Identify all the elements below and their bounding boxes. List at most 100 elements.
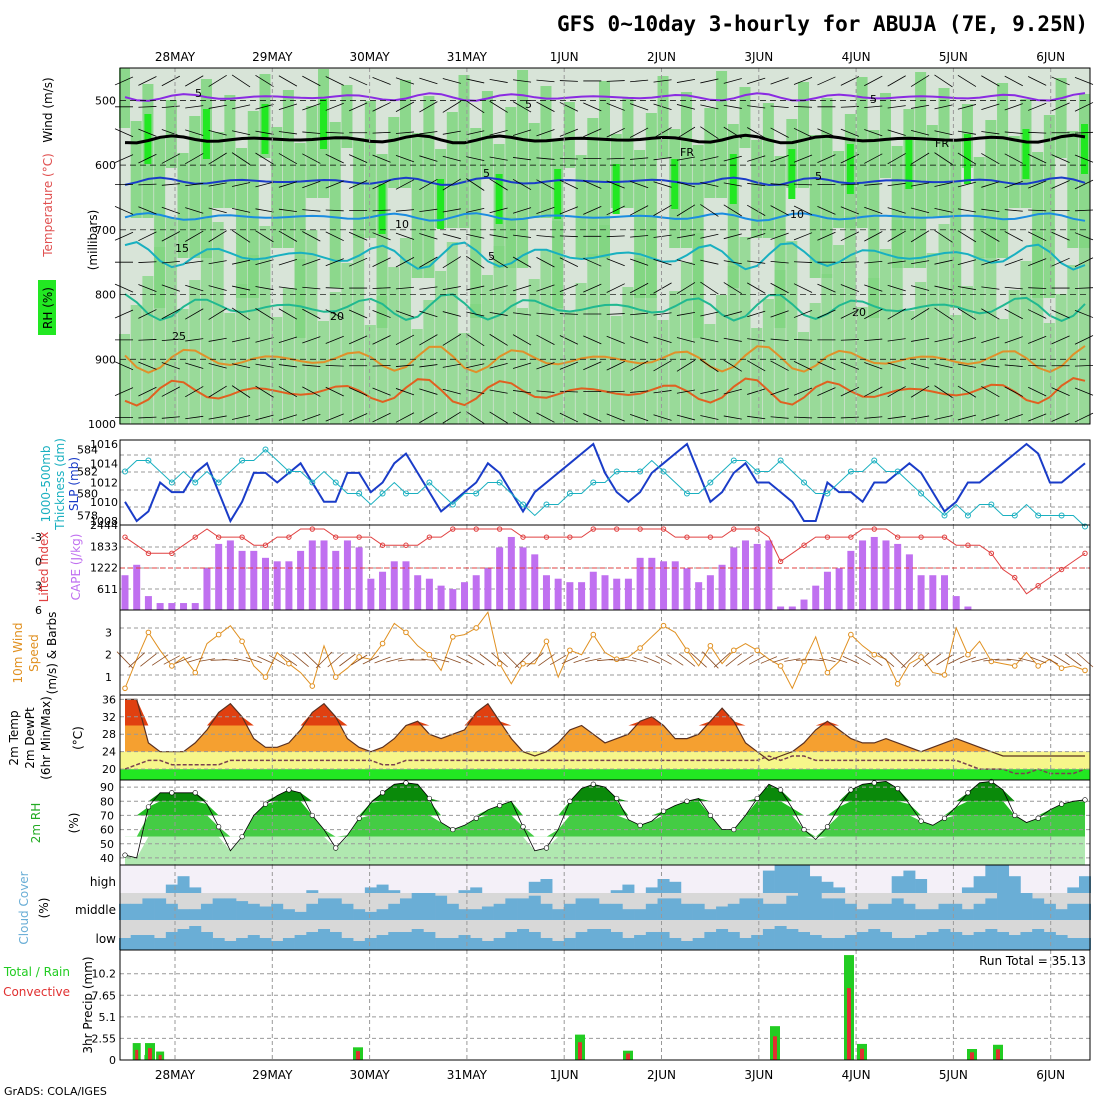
wind-barb: [372, 131, 391, 134]
wind-speed-point: [192, 669, 199, 676]
wind-barb: [606, 335, 625, 344]
wind10-barb: [573, 656, 590, 664]
rh-band: [704, 108, 716, 198]
wind-barb: [606, 313, 625, 315]
pressure-tick: 700: [95, 224, 116, 237]
wind-barb: [910, 285, 930, 291]
cloud-high-bar: [470, 887, 483, 893]
wind-barb: [583, 413, 602, 422]
wind-barb: [770, 310, 789, 318]
date-label-top: 29MAY: [252, 50, 293, 64]
cape-bar: [823, 571, 831, 610]
wind10-barb: [713, 652, 731, 668]
cloud-middle-bar: [798, 893, 811, 920]
wind-barb: [910, 308, 930, 320]
wind-barb: [864, 75, 883, 87]
pressure-tick: 600: [95, 159, 116, 172]
lifted-index-point: [965, 542, 971, 548]
wind-speed-point: [145, 629, 152, 636]
cape-bar: [905, 554, 913, 610]
wind-barb: [770, 232, 789, 240]
wind-barb: [161, 386, 181, 397]
wind-barb: [629, 360, 649, 371]
wind-barb: [981, 414, 1000, 421]
wind-barb: [653, 282, 672, 294]
cloud-low-bar: [891, 938, 904, 950]
wind10-barb: [1018, 657, 1035, 663]
rh-band: [165, 100, 177, 168]
rh-point: [145, 804, 152, 810]
wind-barb: [957, 181, 977, 188]
cape-bar: [519, 547, 527, 610]
wind10-barb: [1030, 656, 1047, 664]
rh-band-low: [224, 313, 236, 424]
wind-barb: [910, 207, 930, 214]
lifted-index-point: [754, 526, 760, 532]
rh-band-low: [1079, 236, 1090, 424]
wind10-barb: [292, 653, 309, 667]
wind-barb: [372, 287, 391, 289]
wind-barb: [653, 157, 672, 161]
wind10-tick: 2: [105, 649, 112, 662]
rh-point: [824, 824, 831, 830]
li-tick: -3: [31, 531, 42, 544]
rh-band: [599, 81, 610, 258]
rh-band-low: [657, 320, 669, 424]
wind-barb: [442, 130, 461, 135]
rh-band: [236, 148, 248, 298]
wind-barb: [606, 127, 625, 138]
wind10-barb: [268, 654, 286, 666]
wind-speed-point: [613, 656, 620, 663]
temperature-contour: [124, 241, 1086, 271]
wind-barb: [1004, 103, 1023, 111]
wind-barb: [606, 157, 625, 160]
wind-barb: [700, 104, 719, 110]
cloud-middle-bar: [938, 903, 951, 920]
thickness-point: [379, 490, 386, 497]
wind-barb: [208, 207, 227, 214]
wind-barb: [185, 308, 204, 320]
rh-point: [965, 790, 971, 796]
rh-band: [470, 128, 482, 318]
cloud-high-bar: [189, 887, 202, 893]
wind-barb: [442, 233, 461, 240]
slp-thickness-panel: 578 580 582 584 1008 1010 1012 1014 1016: [77, 438, 1091, 530]
rh-band: [926, 125, 938, 218]
rh-band: [399, 80, 411, 188]
rh-peak-band: [1022, 129, 1030, 179]
rh-band: [1043, 115, 1055, 298]
cloud-high-bar: [1067, 887, 1080, 893]
wind-barb: [208, 385, 227, 398]
footer-credit: GrADS: COLA/IGES: [4, 1085, 107, 1098]
cloud-low-bar: [517, 929, 530, 950]
wind-barb: [840, 261, 859, 263]
wind-barb: [395, 131, 415, 134]
date-label-top: 30MAY: [349, 50, 390, 64]
cape-bar: [285, 561, 293, 610]
wind-barb: [114, 154, 134, 163]
wind-speed-point: [894, 681, 901, 687]
wind-barb: [723, 311, 742, 317]
wind-barb: [1051, 180, 1070, 189]
cloud-middle-bar: [411, 893, 424, 920]
temperature-contour: [124, 133, 1086, 145]
cape-bar: [648, 557, 656, 610]
upper-air-panel: 5 5 5 FR FR 5 5 10 10 15 5 20 20 25 500 600 700 800 900 100…: [88, 67, 1094, 431]
cape-tick: 611: [97, 583, 118, 596]
wind10-barb: [819, 657, 836, 663]
wind-barb: [864, 105, 883, 109]
rh-band-low: [645, 229, 657, 424]
wind-barb: [746, 360, 766, 372]
wind-barb: [372, 154, 391, 163]
temp2m-title-d: (°C): [71, 726, 85, 750]
wind-barb: [817, 154, 836, 163]
cape-bar: [929, 575, 937, 610]
wind-barb: [161, 362, 180, 370]
wind-barb: [325, 102, 344, 111]
wind-barb: [559, 361, 579, 370]
cloud-high-bar: [177, 876, 190, 893]
wind-barb: [138, 361, 157, 370]
cloud-low-bar: [165, 932, 178, 950]
wind-barb: [138, 128, 157, 137]
contour-label: 20: [330, 310, 344, 323]
